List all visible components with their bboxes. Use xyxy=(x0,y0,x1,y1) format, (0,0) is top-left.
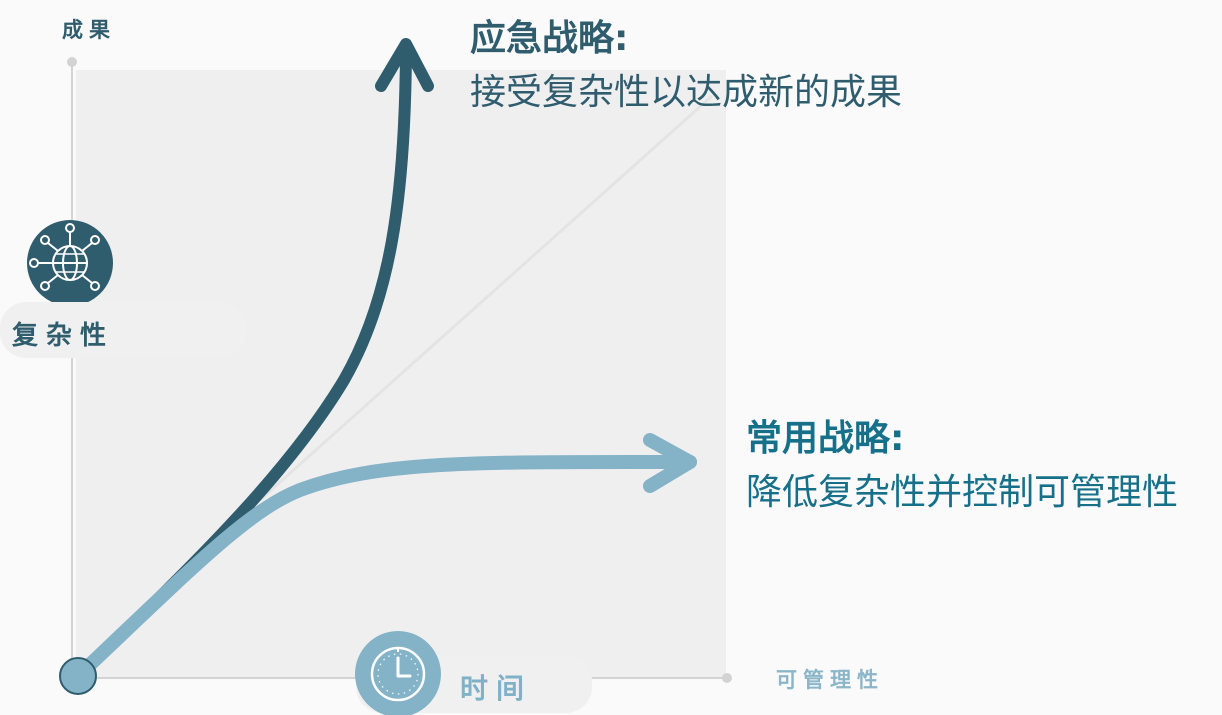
diagonal-reference-line xyxy=(259,94,713,502)
time-label: 时间 xyxy=(460,672,533,705)
complexity-label: 复杂性 xyxy=(12,321,115,351)
network-globe-icon xyxy=(27,220,113,306)
common-strategy-curve xyxy=(71,454,697,683)
y-axis-end-dot xyxy=(67,57,77,67)
outcome-axis-label: 成果 xyxy=(62,18,116,42)
origin-dot xyxy=(59,657,97,695)
emergent-strategy-curve xyxy=(72,44,412,682)
common-strategy-title: 常用战略: xyxy=(746,418,905,459)
emergent-strategy-title: 应急战略: xyxy=(470,18,629,59)
manageability-axis-label: 可管理性 xyxy=(776,668,884,692)
x-axis-end-dot xyxy=(722,673,732,683)
complexity-pill xyxy=(0,302,246,358)
emergent-arrowhead xyxy=(375,38,434,92)
clock-icon xyxy=(355,631,441,715)
emergent-strategy-description: 接受复杂性以达成新的成果 xyxy=(470,72,903,113)
common-strategy-description: 降低复杂性并控制可管理性 xyxy=(746,472,1179,513)
common-arrowhead xyxy=(643,433,697,493)
